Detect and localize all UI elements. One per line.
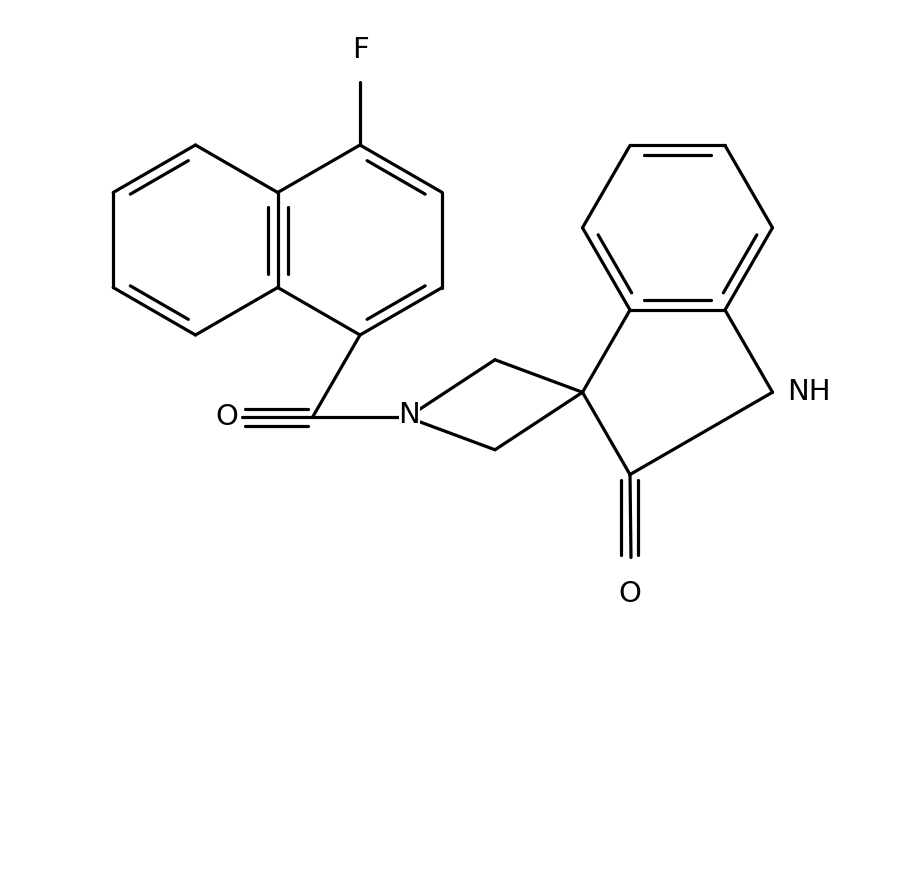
Text: F: F: [351, 37, 368, 65]
Text: O: O: [215, 403, 238, 432]
Text: O: O: [618, 580, 641, 608]
Text: N: N: [398, 401, 420, 429]
Text: NH: NH: [787, 378, 830, 406]
